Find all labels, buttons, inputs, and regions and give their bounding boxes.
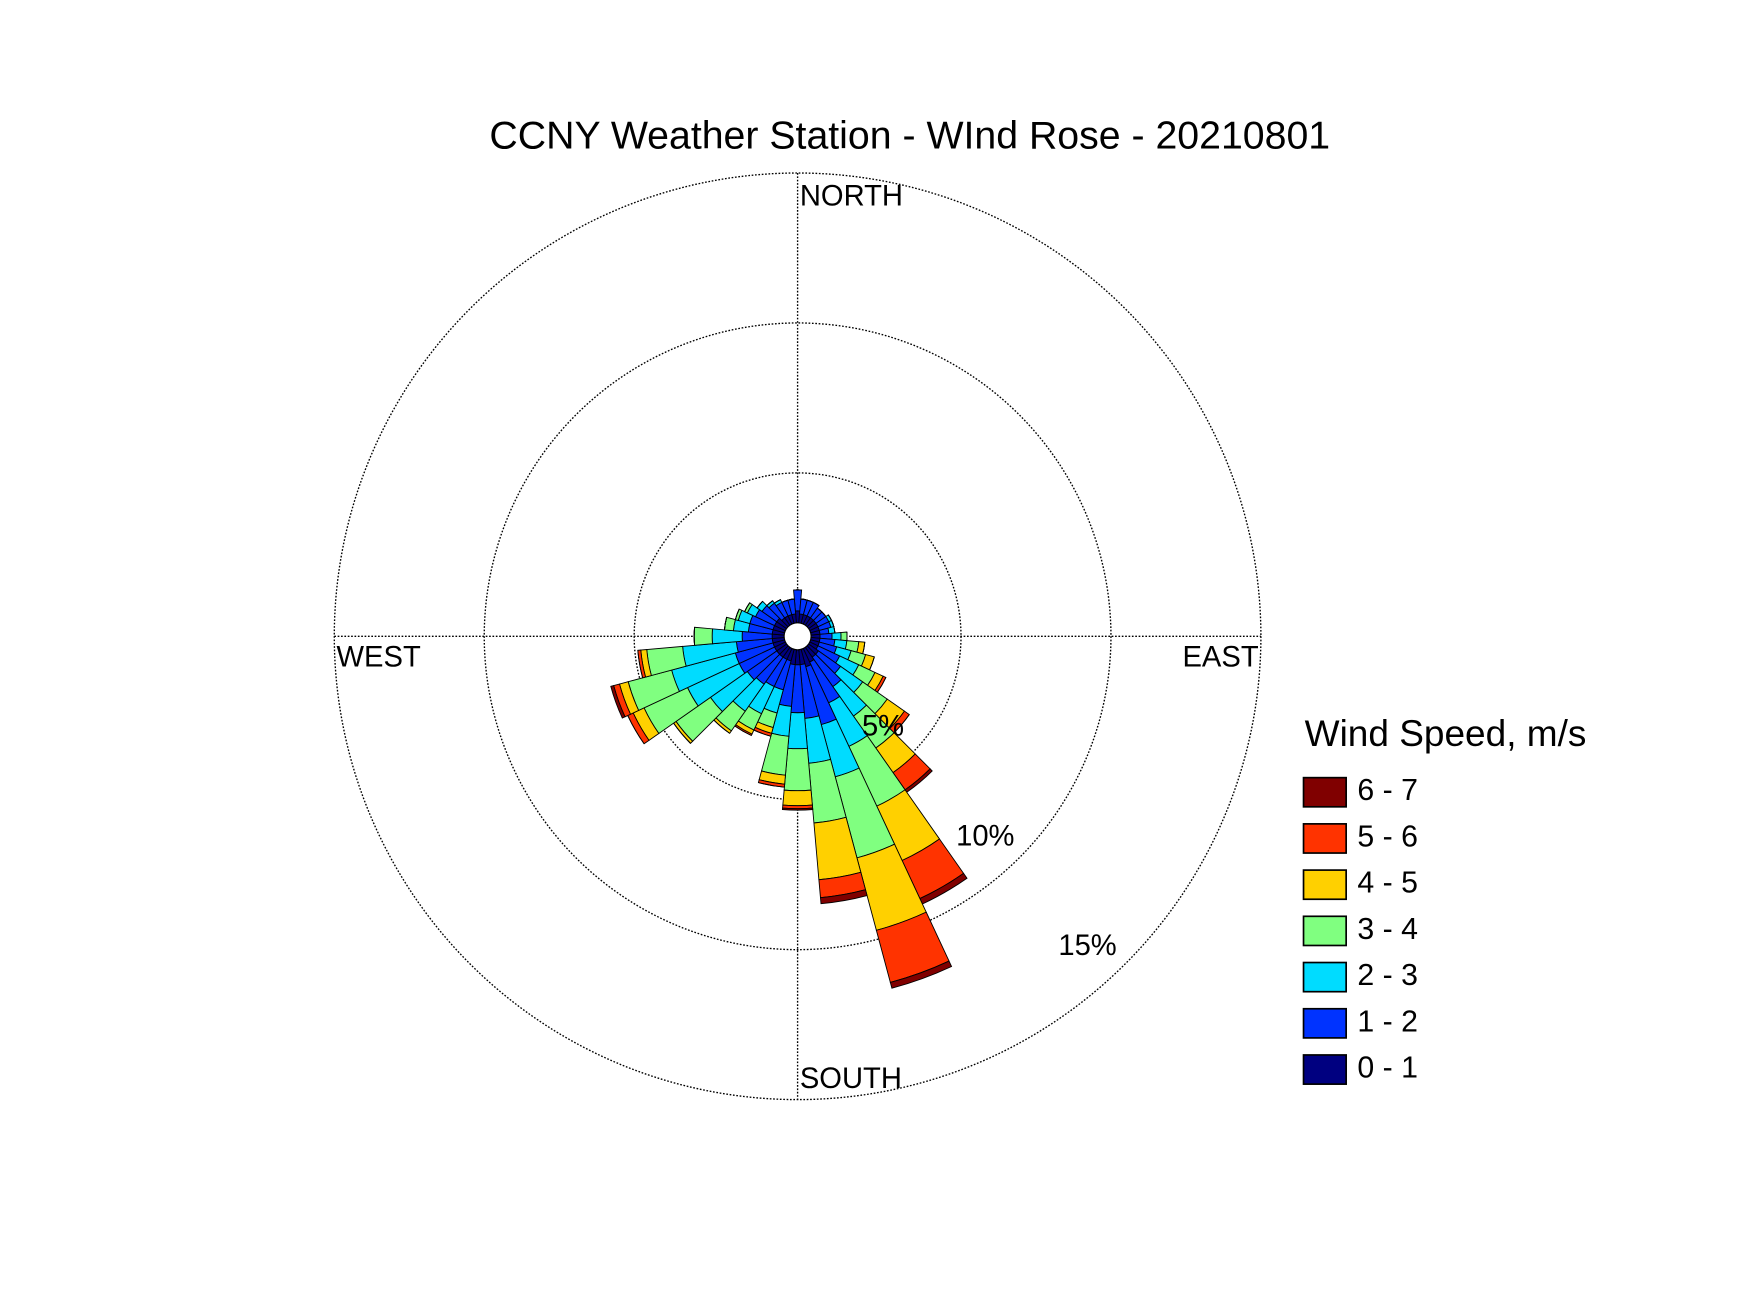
legend-label: 0 - 1 (1357, 1052, 1418, 1085)
wedge-segment (637, 650, 644, 678)
center-hole (783, 622, 812, 651)
wedge-segment (610, 685, 626, 719)
legend-swatch (1302, 869, 1347, 901)
r-tick-label: 5% (862, 711, 904, 743)
legend-label: 4 - 5 (1357, 867, 1418, 900)
legend-label: 1 - 2 (1357, 1005, 1418, 1038)
legend-label: 5 - 6 (1357, 820, 1418, 853)
chart-title: CCNY Weather Station - WInd Rose - 20210… (489, 114, 1330, 158)
compass-label: WEST (337, 641, 421, 673)
compass-label: EAST (1182, 641, 1258, 673)
wedge-segment (781, 807, 814, 811)
legend-swatch (1302, 1007, 1347, 1039)
wedge-segment (723, 617, 728, 630)
legend-title: Wind Speed, m/s (1305, 712, 1587, 754)
wedge-segment (766, 600, 773, 606)
wedge-segment (889, 960, 953, 989)
legend-label: 2 - 3 (1357, 959, 1418, 992)
wedge-segment (831, 632, 842, 641)
wedges (610, 589, 968, 989)
grid-ring (483, 322, 1112, 951)
wedge-segment (840, 631, 848, 642)
wedge-segment (782, 789, 813, 807)
grid-ring (333, 172, 1262, 1101)
legend-swatch (1302, 1054, 1347, 1085)
legend-swatch (1302, 961, 1347, 993)
legend-swatch (1302, 823, 1347, 854)
wedge-segment (783, 747, 812, 792)
labels: NORTH WEST EAST SOUTH 5% 10% 15% (337, 180, 1259, 1095)
r-tick-label: 15% (1058, 930, 1116, 962)
wedge-segment (787, 598, 795, 601)
wedge-segment (744, 602, 751, 612)
legend-swatch (1302, 915, 1347, 947)
legend: 0 - 1 1 - 2 2 - 3 3 - 4 4 - 5 5 - 6 6 - 7 (1302, 774, 1418, 1085)
compass-label: SOUTH (800, 1063, 902, 1095)
legend-swatch (1302, 776, 1347, 808)
legend-label: 6 - 7 (1357, 774, 1418, 807)
wedge-segment (774, 599, 781, 604)
wedge-segment (693, 626, 713, 646)
r-tick-label: 10% (956, 820, 1014, 852)
legend-label: 3 - 4 (1357, 913, 1418, 946)
compass-label: NORTH (800, 180, 903, 212)
wedge-segment (819, 889, 868, 905)
wedge-segment (756, 601, 763, 609)
